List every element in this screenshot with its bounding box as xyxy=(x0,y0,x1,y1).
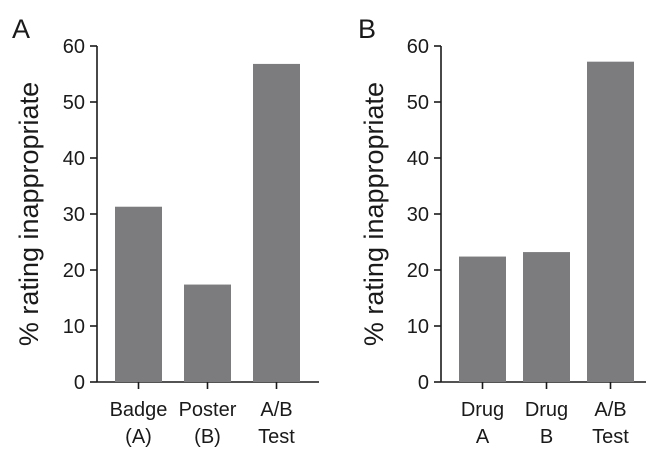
panel-b-y-tick-label: 0 xyxy=(418,372,429,394)
panel-a-y-tick-label: 40 xyxy=(63,148,85,170)
panel-a-x-tick-label: Test xyxy=(258,426,295,448)
panel-b-x-tick-label: A/B xyxy=(594,399,626,421)
panel-b-y-tick-label: 10 xyxy=(407,316,429,338)
panel-b-bar xyxy=(523,252,570,382)
panel-a-y-tick-label: 60 xyxy=(63,36,85,58)
panel-b-x-tick-label: A xyxy=(476,426,490,448)
panel-b-y-tick-label: 60 xyxy=(407,36,429,58)
panel-b-x-tick-label: Drug xyxy=(461,399,504,421)
panel-a-x-tick-label: (A) xyxy=(125,426,152,448)
panel-a-y-tick-label: 50 xyxy=(63,92,85,114)
panel-a-x-tick-label: A/B xyxy=(260,399,292,421)
panel-a-y-tick-label: 10 xyxy=(63,316,85,338)
panel-b-y-tick-label: 30 xyxy=(407,204,429,226)
panel-b-x-tick-label: Test xyxy=(592,426,629,448)
panel-a-y-tick-label: 20 xyxy=(63,260,85,282)
panel-b-y-tick-label: 50 xyxy=(407,92,429,114)
panel-b-x-tick-label: Drug xyxy=(525,399,568,421)
panel-a-x-tick-label: Poster xyxy=(179,399,237,421)
panel-a-bar xyxy=(115,206,162,382)
panel-b-letter: B xyxy=(358,14,376,44)
panel-b-y-tick-label: 20 xyxy=(407,260,429,282)
panel-a-bar xyxy=(184,284,231,382)
panel-a-y-tick-label: 0 xyxy=(74,372,85,394)
panel-a-x-tick-label: Badge xyxy=(110,399,168,421)
panel-a-x-tick-label: (B) xyxy=(194,426,221,448)
panel-a-bar xyxy=(253,63,300,383)
panel-a-y-axis-title: % rating inappropriate xyxy=(14,82,44,346)
panel-b-y-axis-title: % rating inappropriate xyxy=(359,82,389,346)
panel-b-x-tick-label: B xyxy=(540,426,553,448)
panel-b-bar xyxy=(459,256,506,382)
panel-a-letter: A xyxy=(12,14,30,44)
panel-b-bar xyxy=(587,61,634,383)
panel-a-y-tick-label: 30 xyxy=(63,204,85,226)
panel-b-y-tick-label: 40 xyxy=(407,148,429,170)
